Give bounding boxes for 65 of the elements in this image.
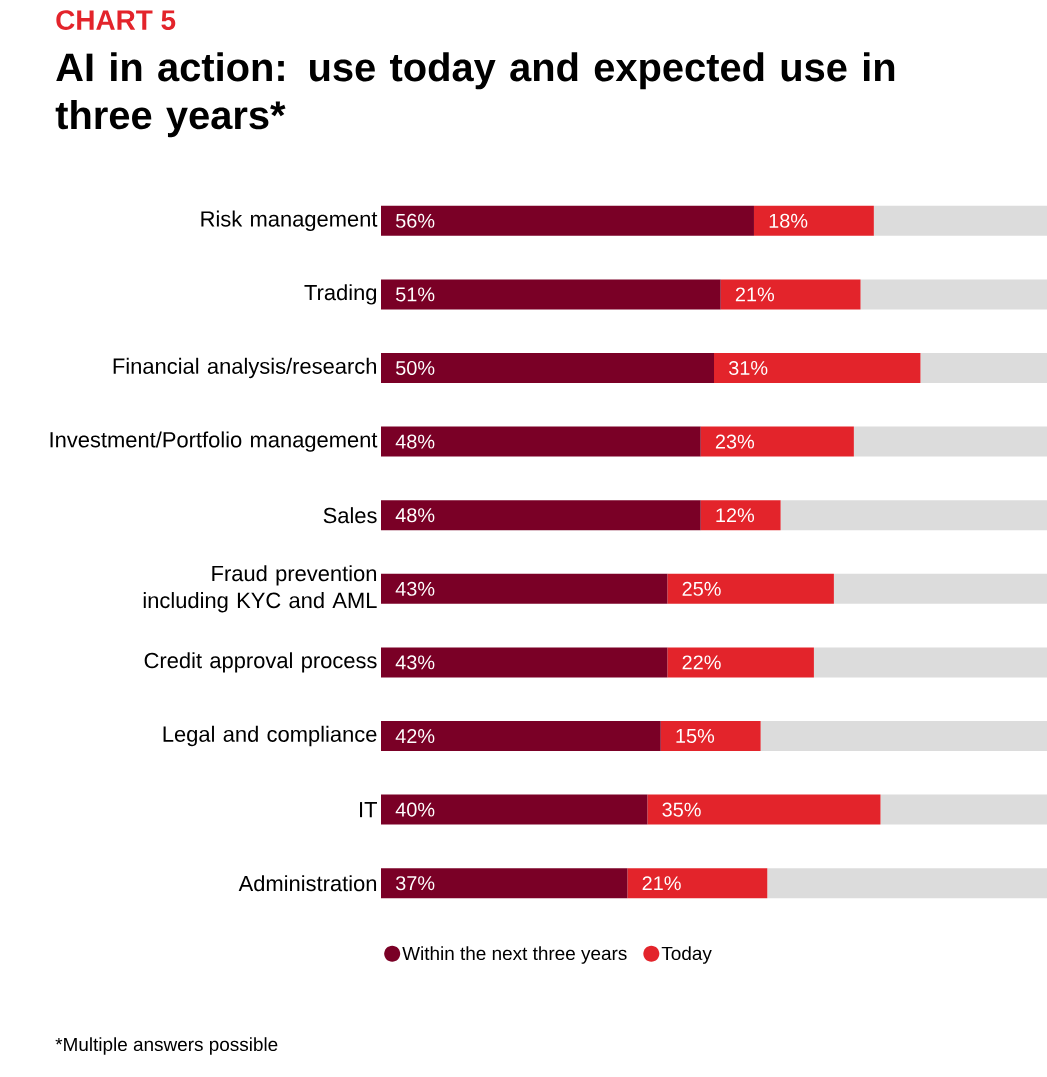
y-tick-label: Legal and compliance — [163, 725, 377, 747]
bar — [381, 573, 668, 604]
bar — [381, 721, 661, 752]
bar — [381, 647, 668, 678]
data-label: 12% — [716, 508, 755, 523]
bar — [700, 426, 854, 457]
bar — [381, 868, 628, 899]
chart-title: AI in action: use today and expected use in three years* — [55, 52, 895, 138]
bar — [714, 353, 921, 383]
bar — [767, 868, 1047, 899]
data-label: 48% — [395, 434, 435, 449]
bar — [381, 353, 714, 383]
legend-label: Today — [661, 946, 712, 964]
bar — [760, 721, 1047, 752]
bar — [720, 279, 861, 310]
bar — [381, 500, 701, 531]
bar — [873, 205, 1047, 236]
y-tick-label: Financial analysis/research — [113, 357, 376, 379]
data-label: 43% — [395, 655, 435, 670]
data-label: 31% — [728, 360, 768, 376]
y-tick-label: Risk management — [201, 210, 378, 232]
y-tick-label: Sales — [323, 507, 377, 524]
caption: CHART 5 — [56, 10, 176, 30]
data-label: 37% — [395, 876, 435, 891]
y-tick-label: Investment/Portfolio management — [50, 431, 378, 452]
data-label: 22% — [682, 655, 721, 670]
y-tick-label: Fraud prevention including KYC and AML — [143, 565, 377, 613]
data-label: 40% — [395, 802, 435, 817]
data-label: 15% — [676, 728, 715, 743]
data-label: 25% — [682, 581, 721, 596]
y-tick-label: Administration — [238, 875, 377, 892]
data-label: 51% — [396, 287, 435, 302]
data-label: 35% — [662, 802, 701, 817]
y-tick-label: Trading — [304, 284, 377, 305]
bar — [660, 721, 761, 752]
bar — [853, 426, 1047, 457]
bar — [381, 794, 648, 825]
y-tick-label: IT — [360, 802, 377, 818]
bar — [667, 647, 814, 678]
text: *Multiple answers possible — [55, 1037, 278, 1055]
data-label: 56% — [396, 213, 435, 228]
data-label: 21% — [735, 287, 775, 302]
y-tick-label: Credit approval process — [144, 652, 377, 673]
data-label: 42% — [395, 728, 435, 743]
data-label: 48% — [395, 508, 435, 523]
bar — [381, 205, 754, 236]
bar — [647, 794, 881, 825]
bar — [667, 573, 834, 604]
bar — [381, 426, 701, 457]
data-label: 21% — [642, 876, 681, 891]
bar — [860, 279, 1047, 310]
data-label: 43% — [395, 581, 435, 596]
data-label: 50% — [396, 360, 435, 376]
legend-label: Within the next three years — [402, 946, 627, 964]
data-label: 23% — [715, 434, 755, 449]
bar — [813, 647, 1047, 678]
bar — [627, 868, 768, 899]
bar — [880, 794, 1047, 825]
bar — [381, 279, 721, 310]
bar — [753, 205, 874, 236]
bar — [833, 573, 1047, 604]
bar — [700, 500, 781, 531]
data-label: 18% — [769, 213, 808, 228]
bar — [920, 353, 1047, 383]
bar — [780, 500, 1047, 531]
